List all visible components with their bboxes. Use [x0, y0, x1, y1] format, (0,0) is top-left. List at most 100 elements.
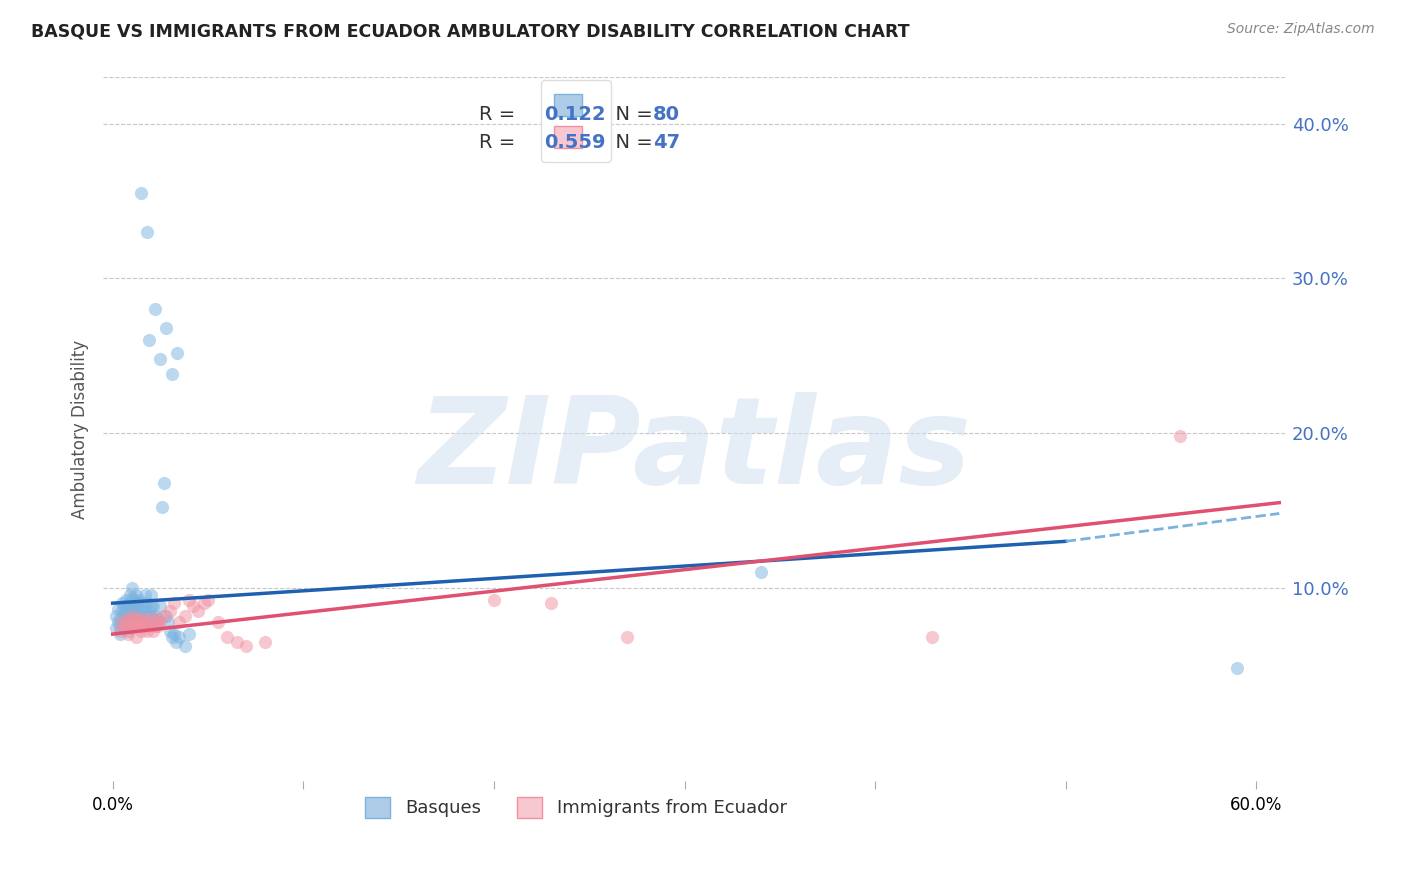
Text: R =: R = [479, 133, 522, 152]
Point [115, 593, 138, 607]
Point [127, 619, 149, 633]
Point [143, 302, 166, 317]
Point [153, 475, 176, 490]
Point [159, 624, 181, 638]
Point [121, 581, 143, 595]
Point [111, 604, 134, 618]
Point [138, 615, 160, 629]
Text: ZIPatlas: ZIPatlas [418, 392, 972, 508]
Point [254, 635, 277, 649]
Point [139, 589, 162, 603]
Point [225, 635, 247, 649]
Point [139, 608, 162, 623]
Point [122, 619, 145, 633]
Point [160, 630, 183, 644]
Point [136, 615, 159, 629]
Point [136, 624, 159, 638]
Point [129, 615, 152, 629]
Point [207, 615, 229, 629]
Point [115, 612, 138, 626]
Point [235, 640, 257, 654]
Point [122, 604, 145, 618]
Point [121, 591, 143, 606]
Point [105, 621, 128, 635]
Point [197, 593, 219, 607]
Text: 0.122: 0.122 [544, 104, 606, 123]
Point [150, 500, 173, 515]
Text: 47: 47 [652, 133, 681, 152]
Point [121, 615, 143, 629]
Point [149, 351, 172, 366]
Point [921, 630, 943, 644]
Point [134, 589, 156, 603]
Point [215, 630, 238, 644]
Point [160, 368, 183, 382]
Point [177, 593, 200, 607]
Point [132, 604, 155, 618]
Y-axis label: Ambulatory Disability: Ambulatory Disability [72, 340, 89, 519]
Point [124, 599, 146, 614]
Point [1168, 429, 1191, 443]
Point [122, 593, 145, 607]
Point [115, 612, 138, 626]
Point [174, 608, 197, 623]
Point [145, 615, 167, 629]
Point [127, 608, 149, 623]
Point [122, 615, 145, 629]
Point [169, 630, 191, 644]
Point [153, 608, 176, 623]
Point [143, 619, 166, 633]
Point [111, 616, 134, 631]
Point [128, 612, 150, 626]
Point [139, 599, 162, 614]
Point [166, 345, 188, 359]
Point [156, 615, 179, 629]
Point [143, 608, 166, 623]
Point [1226, 661, 1249, 675]
Point [148, 612, 170, 626]
Point [181, 599, 204, 614]
Point [121, 599, 143, 614]
Point [117, 617, 139, 632]
Point [129, 624, 152, 638]
Point [124, 589, 146, 603]
Text: 0.559: 0.559 [544, 133, 606, 152]
Point [165, 635, 187, 649]
Point [117, 617, 139, 632]
Point [129, 186, 152, 201]
Point [118, 599, 141, 614]
Text: 80: 80 [652, 104, 679, 123]
Point [121, 607, 143, 621]
Point [117, 608, 139, 623]
Point [132, 615, 155, 629]
Point [134, 612, 156, 626]
Point [107, 615, 129, 629]
Point [193, 596, 215, 610]
Point [155, 608, 177, 623]
Point [163, 596, 186, 610]
Point [142, 612, 165, 626]
Point [128, 593, 150, 607]
Text: R =: R = [479, 104, 522, 123]
Point [112, 599, 135, 614]
Point [129, 608, 152, 623]
Point [136, 596, 159, 610]
Point [177, 627, 200, 641]
Point [142, 599, 165, 614]
Point [138, 604, 160, 618]
Text: N =: N = [603, 104, 659, 123]
Point [163, 627, 186, 641]
Point [110, 627, 132, 641]
Point [138, 334, 160, 348]
Point [117, 624, 139, 638]
Point [110, 619, 132, 633]
Point [132, 619, 155, 633]
Legend: Basques, Immigrants from Ecuador: Basques, Immigrants from Ecuador [359, 789, 794, 825]
Point [117, 599, 139, 614]
Point [159, 604, 181, 618]
Point [143, 617, 166, 632]
Point [112, 607, 135, 621]
Point [112, 619, 135, 633]
Point [117, 627, 139, 641]
Point [118, 612, 141, 626]
